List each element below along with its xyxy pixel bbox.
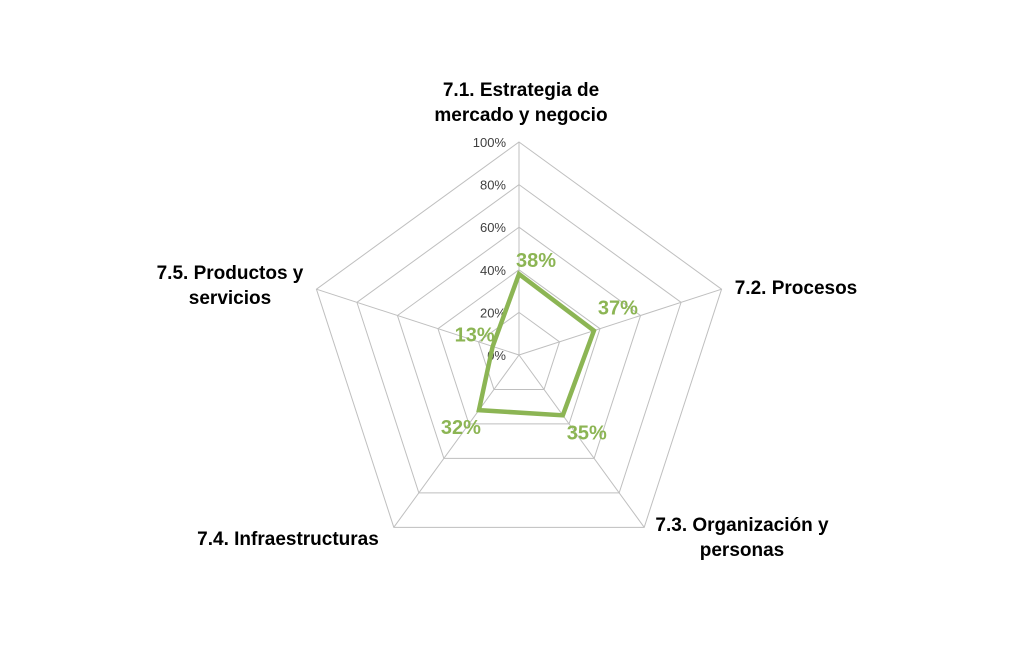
data-labels: 38% 37% 35% 32% 13%: [441, 250, 638, 444]
tick-label: 20%: [480, 305, 506, 320]
spoke-line: [393, 354, 520, 528]
grid-ring: [477, 311, 561, 390]
category-labels: 7.1. Estrategia de mercado y negocio 7.2. …: [157, 80, 858, 561]
series-line: [476, 270, 597, 418]
spoke-line: [518, 288, 722, 356]
category-label: 7.2. Procesos: [735, 278, 858, 299]
data-label: 32%: [441, 417, 481, 439]
category-label: personas: [700, 540, 784, 561]
radar-grid: [315, 141, 723, 528]
category-label: mercado y negocio: [434, 105, 607, 126]
spoke-line: [316, 288, 520, 356]
tick-label: 100%: [473, 135, 507, 150]
data-label: 13%: [455, 324, 495, 346]
series-layer: [476, 270, 597, 418]
category-label: servicios: [189, 288, 271, 309]
tick-label: 80%: [480, 178, 506, 193]
grid-ring: [437, 269, 601, 425]
data-label: 38%: [516, 250, 556, 272]
grid-ring: [356, 183, 682, 494]
data-label: 37%: [598, 298, 638, 320]
grid-ring: [315, 141, 723, 528]
grid-ring: [396, 226, 642, 459]
category-label: 7.4. Infraestructuras: [197, 529, 379, 550]
category-label: 7.5. Productos y: [157, 263, 304, 284]
data-label: 35%: [567, 422, 607, 444]
tick-label: 60%: [480, 220, 506, 235]
tick-label: 40%: [480, 263, 506, 278]
category-label: 7.3. Organización y: [655, 515, 829, 536]
spoke-line: [518, 354, 645, 528]
category-label: 7.1. Estrategia de: [443, 80, 599, 101]
